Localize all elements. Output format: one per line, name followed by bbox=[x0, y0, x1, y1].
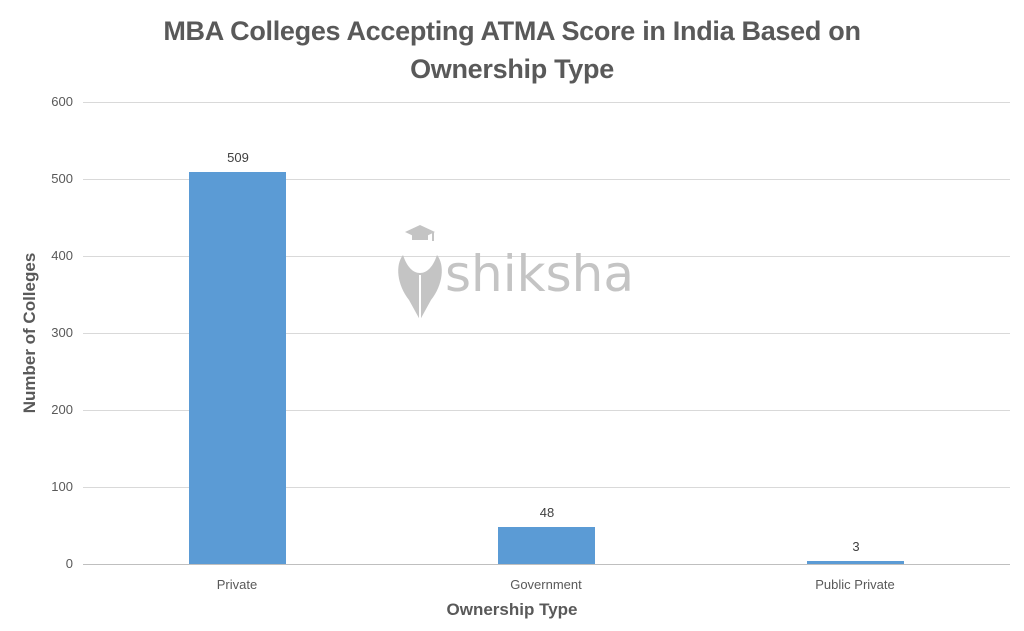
gridline-200 bbox=[83, 410, 1010, 411]
shiksha-watermark: shiksha bbox=[395, 225, 635, 325]
data-label-private: 509 bbox=[227, 150, 249, 165]
x-tick-private: Private bbox=[216, 577, 258, 592]
x-tick-government: Government bbox=[510, 577, 582, 592]
plot-area: shiksha 509 48 3 bbox=[83, 102, 1010, 565]
chart-title: MBA Colleges Accepting ATMA Score in Ind… bbox=[0, 12, 1024, 88]
data-label-government: 48 bbox=[539, 505, 555, 520]
y-tick-0: 0 bbox=[65, 556, 73, 571]
data-label-public-private: 3 bbox=[852, 539, 860, 554]
y-tick-400: 400 bbox=[51, 248, 73, 263]
bar-public-private[interactable] bbox=[807, 561, 904, 564]
y-tick-300: 300 bbox=[51, 325, 73, 340]
gridline-300 bbox=[83, 333, 1010, 334]
y-tick-100: 100 bbox=[51, 479, 73, 494]
x-axis-line bbox=[83, 564, 1010, 565]
gridline-100 bbox=[83, 487, 1010, 488]
chart-title-line-2: Ownership Type bbox=[410, 54, 614, 84]
bar-government[interactable] bbox=[498, 527, 595, 564]
gridline-500 bbox=[83, 179, 1010, 180]
y-tick-500: 500 bbox=[51, 171, 73, 186]
y-tick-200: 200 bbox=[51, 402, 73, 417]
chart-title-line-1: MBA Colleges Accepting ATMA Score in Ind… bbox=[163, 16, 861, 46]
bar-private[interactable] bbox=[189, 172, 286, 564]
graduation-cap-person-icon bbox=[398, 225, 442, 320]
gridline-400 bbox=[83, 256, 1010, 257]
watermark-text: shiksha bbox=[445, 245, 634, 303]
gridline-600 bbox=[83, 102, 1010, 103]
x-tick-public-private: Public Private bbox=[815, 577, 895, 592]
y-tick-600: 600 bbox=[51, 94, 73, 109]
x-axis-label: Ownership Type bbox=[446, 600, 578, 619]
